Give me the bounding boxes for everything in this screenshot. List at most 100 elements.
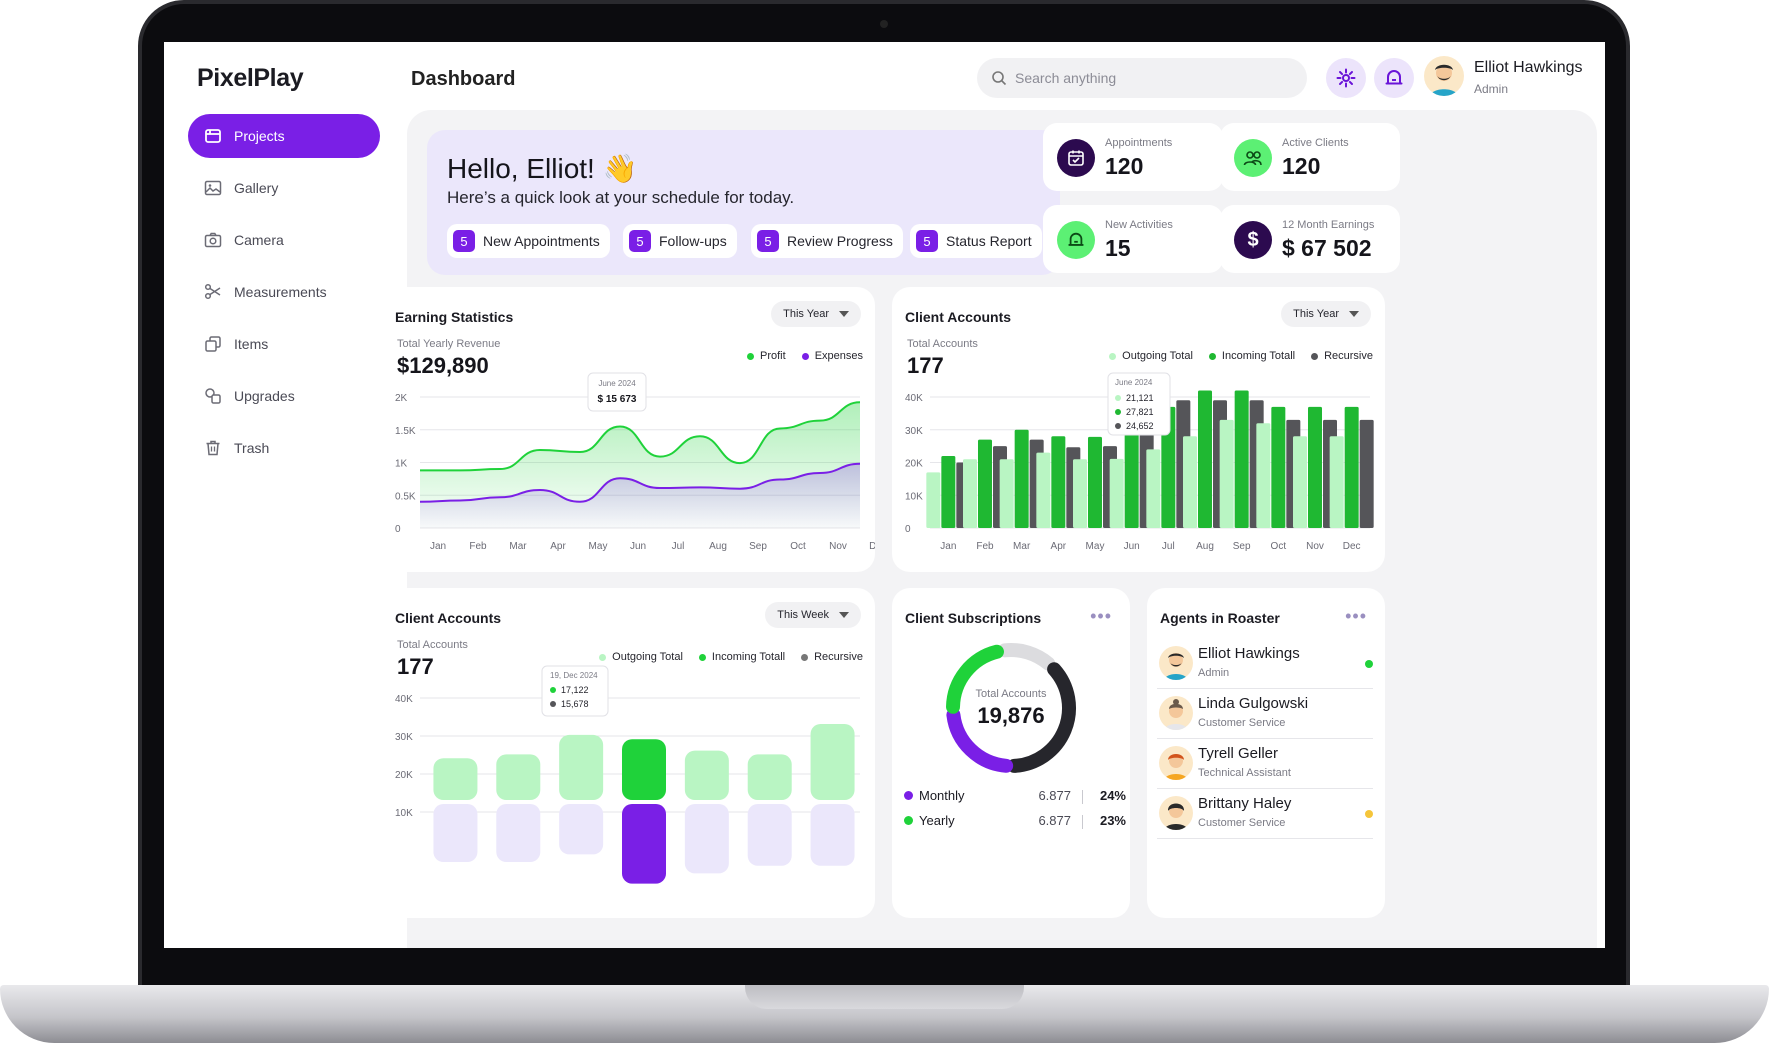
- sidebar-item-upgrades[interactable]: Upgrades: [188, 374, 380, 418]
- tooltip-value: $ 15 673: [598, 394, 637, 405]
- chip-label: Status Report: [946, 233, 1032, 249]
- sidebar-item-gallery[interactable]: Gallery: [188, 166, 380, 210]
- subscriptions-donut[interactable]: [892, 628, 1130, 828]
- total-value: 177: [907, 353, 944, 378]
- agent-role: Customer Service: [1198, 817, 1286, 829]
- x-tick-label: Oct: [790, 541, 806, 552]
- period-dropdown[interactable]: This Week: [765, 602, 861, 628]
- donut-slice-monthly: [946, 707, 1014, 773]
- bar-outgoing-total: [1329, 436, 1344, 528]
- row-name: Monthly: [919, 788, 965, 803]
- bar-outgoing-total: [1109, 458, 1124, 528]
- x-tick-label: Dec: [1343, 541, 1361, 552]
- agent-row[interactable]: Brittany Haley Customer Service: [1157, 790, 1373, 839]
- sidebar-item-measurements[interactable]: Measurements: [188, 270, 380, 314]
- bar-recursive: [1359, 419, 1374, 528]
- y-tick-label: 40K: [905, 393, 923, 404]
- notifications-button[interactable]: [1374, 58, 1414, 98]
- settings-button[interactable]: [1326, 58, 1366, 98]
- x-tick-label: Jun: [1124, 541, 1140, 552]
- sidebar-item-items[interactable]: Items: [188, 322, 380, 366]
- chip-follow-ups[interactable]: 5 Follow-ups: [623, 224, 737, 258]
- chart-legend: Profit Expenses: [747, 350, 863, 362]
- user-role: Admin: [1474, 82, 1509, 96]
- agent-row[interactable]: Linda Gulgowski Customer Service: [1157, 690, 1373, 739]
- avatar[interactable]: [1424, 56, 1464, 96]
- agent-row[interactable]: Tyrell Geller Technical Assistant: [1157, 740, 1373, 789]
- tooltip-date: June 2024: [598, 379, 636, 388]
- dropdown-label: This Week: [777, 609, 829, 621]
- y-tick-label: 30K: [905, 426, 923, 437]
- x-tick-label: Jun: [630, 541, 646, 552]
- search-icon: [992, 71, 1007, 86]
- bar-outgoing-total: [1183, 436, 1197, 528]
- sidebar-item-trash[interactable]: Trash: [188, 426, 380, 470]
- series-line-expenses: [419, 462, 861, 503]
- sidebar-item-projects[interactable]: Projects: [188, 114, 380, 158]
- client-accounts-week-chart[interactable]: 40K 30K 20K 10K 19, Dec 2024 17,122 15,678: [382, 588, 875, 918]
- x-tick-label: Dec: [869, 541, 875, 552]
- period-dropdown[interactable]: This Year: [1281, 301, 1371, 327]
- search-bar[interactable]: [977, 58, 1307, 98]
- bar-outgoing-total: [496, 754, 541, 800]
- more-icon[interactable]: •••: [1090, 606, 1112, 626]
- x-tick-label: Apr: [1051, 541, 1067, 552]
- chip-new-appointments[interactable]: 5 New Appointments: [447, 224, 610, 258]
- agent-role: Technical Assistant: [1198, 767, 1291, 779]
- laptop-notch: [745, 985, 1024, 1009]
- bar-outgoing-total: [684, 750, 729, 800]
- search-input[interactable]: [1015, 70, 1275, 86]
- bell-icon: [1057, 221, 1095, 259]
- y-tick-label: 20K: [905, 459, 923, 470]
- chip-status-report[interactable]: 5 Status Report: [910, 224, 1042, 258]
- stat-value: $ 67 502: [1282, 235, 1372, 261]
- bar-incoming-totall: [978, 439, 992, 528]
- bar-recursive: [559, 804, 604, 855]
- client-subscriptions-card: Client Subscriptions ••• Total Accounts …: [892, 588, 1130, 918]
- app-logo[interactable]: PixelPlay: [197, 64, 304, 92]
- user-name[interactable]: Elliot Hawkings: [1474, 59, 1583, 76]
- x-tick-label: Sep: [749, 541, 767, 552]
- more-icon[interactable]: •••: [1345, 606, 1367, 626]
- donut-slice-remaining: [997, 643, 1056, 671]
- dollar-icon: $: [1234, 221, 1272, 259]
- agent-row[interactable]: Elliot Hawkings Admin: [1157, 640, 1373, 689]
- x-tick-label: Mar: [1013, 541, 1031, 552]
- earning-chart[interactable]: 2K 1.5K 1K 0.5K 0 Jan Feb Mar Apr May Jun Jul Aug Sep…: [382, 287, 875, 572]
- chip-review-progress[interactable]: 5 Review Progress: [751, 224, 903, 258]
- subscription-row-yearly[interactable]: Yearly 6.877 23%: [904, 813, 1126, 835]
- tooltip-dot: [550, 687, 556, 693]
- tooltip-value: 24,652: [1126, 421, 1154, 431]
- donut-center-value: 19,876: [977, 703, 1045, 728]
- stat-label: 12 Month Earnings: [1282, 219, 1375, 231]
- stat-appointments[interactable]: Appointments 120: [1043, 123, 1223, 191]
- bar-outgoing-total: [433, 758, 478, 800]
- subscription-row-monthly[interactable]: Monthly 6.877 24%: [904, 788, 1126, 810]
- divider: [1082, 790, 1083, 804]
- sidebar-nav: Projects Gallery Camera Measurements Ite…: [188, 114, 380, 478]
- total-label: Total Accounts: [907, 338, 978, 350]
- chip-count: 5: [757, 230, 779, 252]
- y-tick-label: 30K: [395, 732, 413, 743]
- total-value: 177: [397, 654, 434, 679]
- tooltip-value: 27,821: [1126, 407, 1154, 417]
- sidebar-item-camera[interactable]: Camera: [188, 218, 380, 262]
- row-percent: 24%: [1099, 788, 1126, 803]
- client-accounts-chart[interactable]: 40K 30K 20K 10K 0 Jan Feb Mar Apr May Jun Jul Aug Sep…: [892, 287, 1385, 572]
- y-tick-label: 1K: [395, 459, 408, 470]
- chip-count: 5: [629, 230, 651, 252]
- greeting-title: Hello, Elliot! 👋: [447, 153, 638, 184]
- x-tick-label: Aug: [709, 541, 727, 552]
- x-tick-label: Nov: [1306, 541, 1324, 552]
- sidebar-item-label: Camera: [234, 232, 284, 248]
- period-dropdown[interactable]: This Year: [771, 301, 861, 327]
- stat-12-month-earnings[interactable]: $ 12 Month Earnings $ 67 502: [1220, 205, 1400, 273]
- stat-new-activities[interactable]: New Activities 15: [1043, 205, 1223, 273]
- row-percent: 23%: [1099, 813, 1126, 828]
- legend-item: Recursive: [1311, 350, 1373, 362]
- stat-active-clients[interactable]: Active Clients 120: [1220, 123, 1400, 191]
- bar-incoming-totall: [622, 739, 666, 800]
- gear-icon: [1336, 68, 1356, 88]
- sidebar-item-label: Measurements: [234, 284, 327, 300]
- x-tick-label: Jan: [940, 541, 956, 552]
